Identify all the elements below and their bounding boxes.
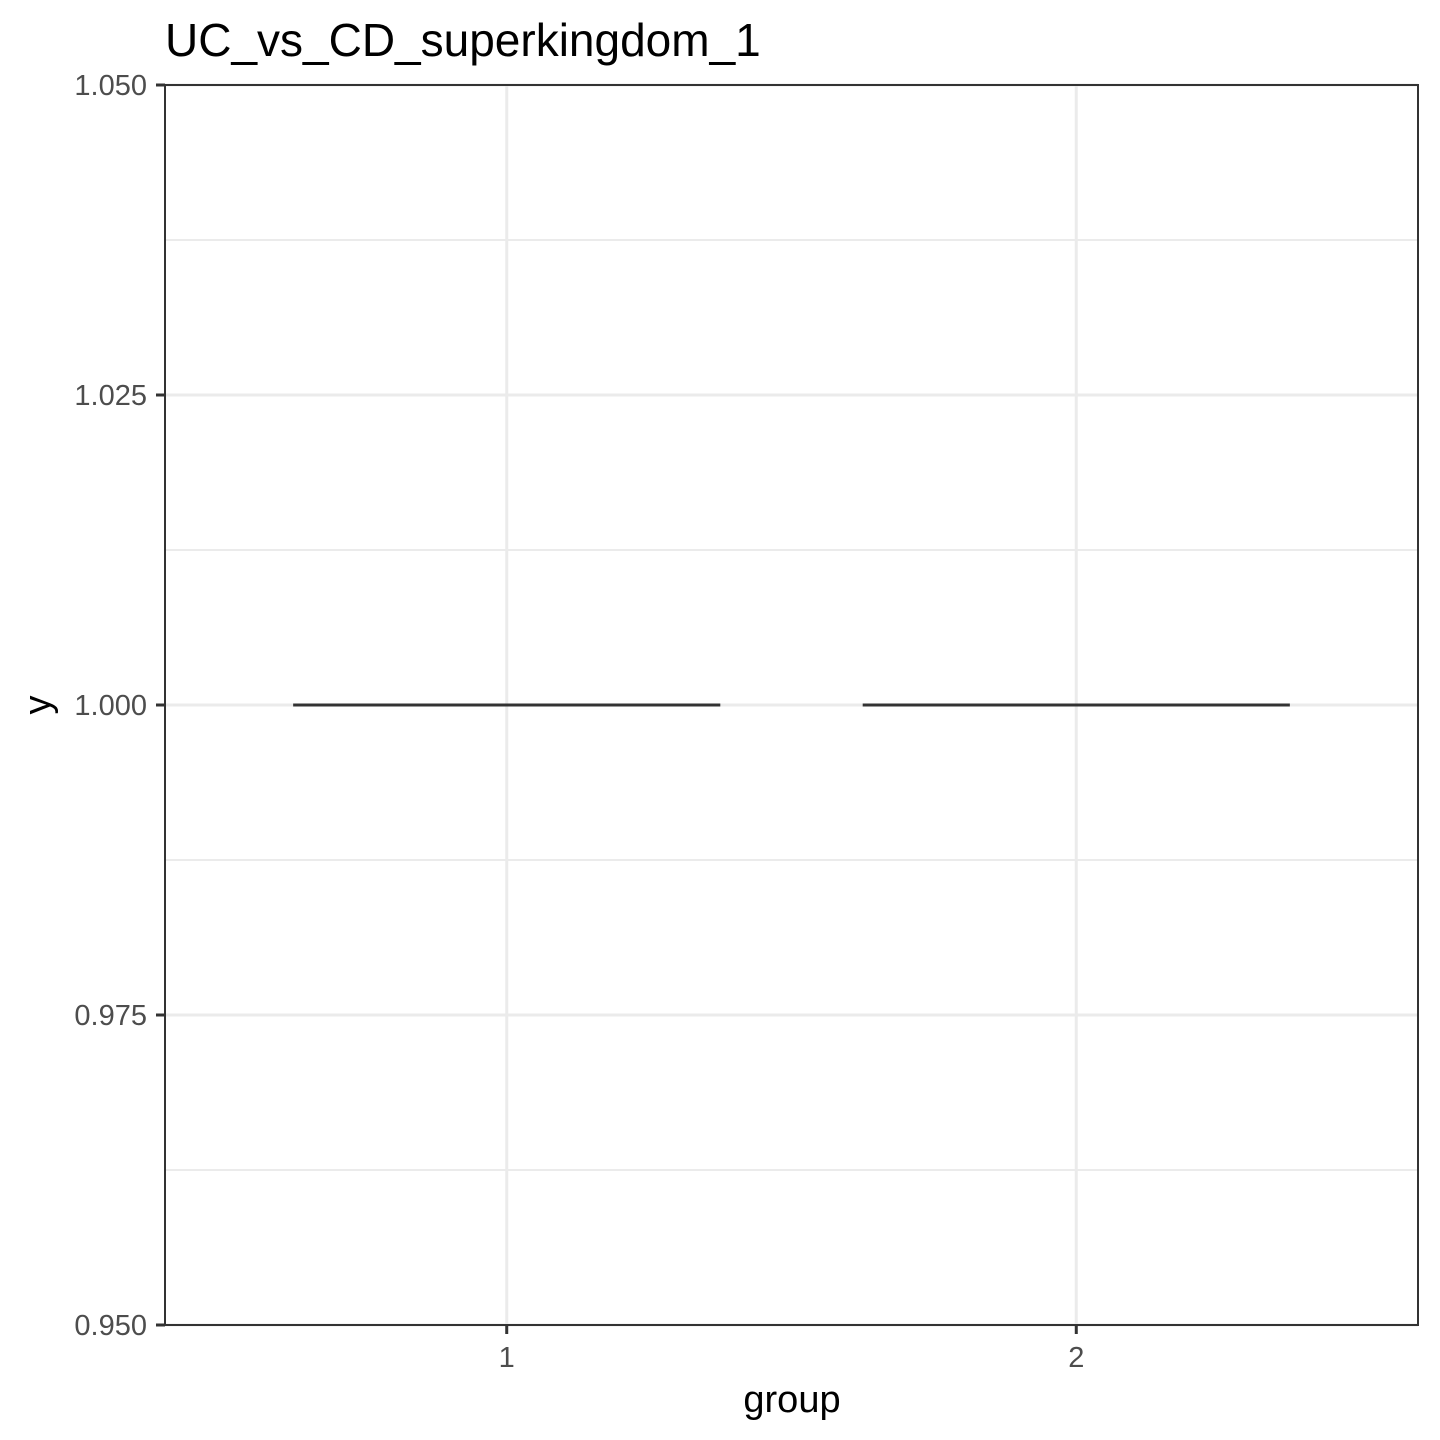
y-tick-label: 0.975 [74,1000,147,1032]
y-tick-label: 1.050 [74,70,147,102]
chart-title: UC_vs_CD_superkingdom_1 [165,14,761,66]
y-axis-title: y [17,696,59,715]
y-tick-label: 1.025 [74,380,147,412]
plot-panel: 0.950 0.975 1.000 1.025 1.050 1 2 [74,70,1419,1374]
y-tick-label: 1.000 [74,690,147,722]
x-tick-label: 2 [1068,1342,1084,1374]
y-tick-label: 0.950 [74,1310,147,1342]
x-axis-title: group [743,1379,840,1421]
x-tick-label: 1 [499,1342,515,1374]
